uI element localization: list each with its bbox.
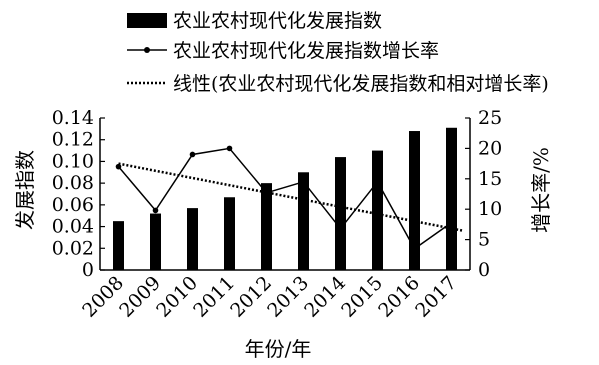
bar bbox=[446, 127, 457, 271]
legend-trend-label: 线性(农业农村现代化发展指数和相对增长率) bbox=[173, 73, 549, 95]
growth-point bbox=[226, 145, 233, 152]
y2-tick-label: 10 bbox=[478, 198, 502, 220]
growth-line-path bbox=[117, 147, 452, 250]
growth-point bbox=[115, 163, 122, 170]
bar bbox=[261, 183, 272, 270]
y-tick-label: 0.10 bbox=[52, 150, 94, 172]
axes bbox=[99, 117, 471, 271]
legend-line-label: 农业农村现代化发展指数增长率 bbox=[173, 40, 439, 62]
bar bbox=[372, 150, 383, 270]
legend-line-marker bbox=[144, 47, 150, 53]
x-tick-label: 2013 bbox=[263, 272, 313, 322]
growth-point bbox=[337, 225, 344, 232]
x-tick-label: 2016 bbox=[374, 272, 424, 322]
growth-point bbox=[411, 245, 418, 252]
bars bbox=[113, 127, 457, 271]
growth-point bbox=[300, 179, 307, 185]
legend: 农业农村现代化发展指数 农业农村现代化发展指数增长率 线性(农业农村现代化发展指… bbox=[127, 10, 549, 95]
x-tick-label: 2010 bbox=[152, 272, 202, 322]
x-tick-label: 2009 bbox=[115, 272, 165, 322]
y2-tick-label: 20 bbox=[478, 137, 502, 159]
bar bbox=[335, 157, 346, 270]
x-tick-label: 2017 bbox=[411, 272, 461, 322]
growth-point bbox=[152, 207, 159, 214]
y2-tick-label: 15 bbox=[478, 168, 502, 190]
y2-axis-label: 增长率/% bbox=[529, 147, 553, 233]
y-tick-label: 0.08 bbox=[52, 172, 94, 194]
bar bbox=[150, 213, 161, 270]
legend-bar-swatch bbox=[127, 13, 167, 28]
tick-labels: 00.020.040.060.080.100.120.1405101520252… bbox=[52, 107, 503, 322]
x-tick-label: 2015 bbox=[337, 272, 387, 322]
y-tick-label: 0.06 bbox=[52, 194, 94, 216]
x-tick-label: 2014 bbox=[300, 272, 350, 322]
y-tick-label: 0.02 bbox=[52, 237, 94, 259]
bar bbox=[409, 131, 420, 270]
bar bbox=[113, 221, 124, 270]
y-tick-label: 0 bbox=[82, 259, 94, 281]
x-tick-label: 2011 bbox=[189, 272, 239, 322]
y-tick-label: 0.04 bbox=[52, 216, 94, 238]
legend-bar-label: 农业农村现代化发展指数 bbox=[173, 10, 382, 32]
growth-point bbox=[448, 219, 455, 226]
y2-tick-label: 5 bbox=[478, 229, 490, 251]
y-tick-label: 0.12 bbox=[52, 129, 94, 151]
bar bbox=[298, 172, 309, 270]
y-tick-label: 0.14 bbox=[52, 107, 94, 129]
y2-tick-label: 0 bbox=[478, 259, 490, 281]
x-tick-label: 2012 bbox=[226, 272, 276, 322]
growth-point bbox=[189, 151, 196, 158]
y-axis-label: 发展指数 bbox=[13, 150, 37, 230]
growth-point bbox=[263, 189, 270, 196]
bar bbox=[224, 197, 235, 270]
y2-tick-label: 25 bbox=[478, 107, 502, 129]
bar bbox=[187, 208, 198, 270]
x-axis-label: 年份/年 bbox=[245, 337, 312, 361]
growth-line bbox=[115, 145, 455, 252]
growth-point bbox=[374, 179, 381, 185]
